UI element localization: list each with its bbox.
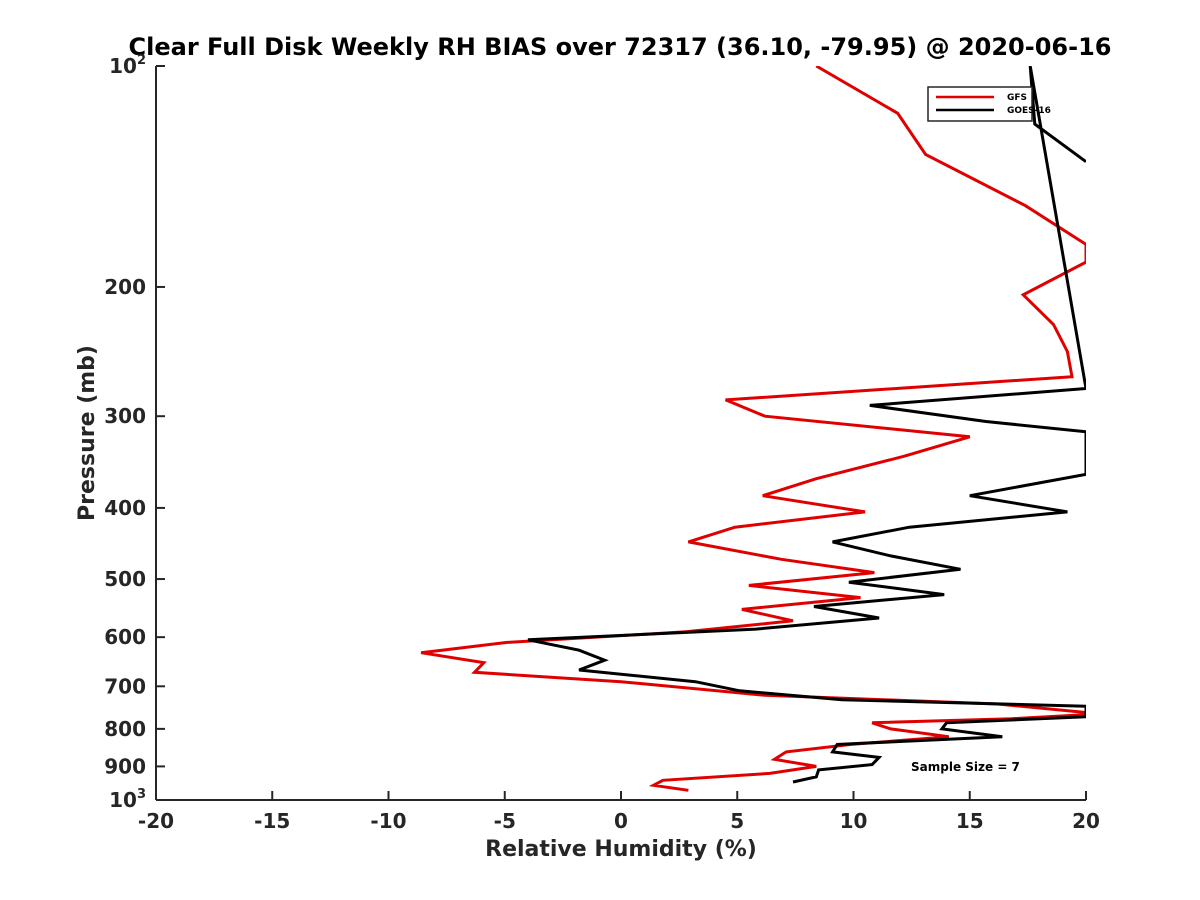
y-tick-label-base: 500 [104,567,146,591]
x-tick-label: 10 [840,809,868,833]
x-axis-ticks: -20 -15 -10 -5 0 5 10 15 20 [138,791,1100,833]
x-axis-label: Relative Humidity (%) [485,837,757,862]
x-tick-label: -5 [494,809,516,833]
sample-size-annotation: Sample Size = 7 [911,760,1020,774]
y-tick-label: 900 [104,754,146,778]
y-tick-label-base: 900 [104,754,146,778]
series-layer [420,66,1086,792]
y-tick-label: 400 [104,496,146,520]
y-axis-label: Pressure (mb) [75,345,100,521]
y-tick-label-base: 700 [104,674,146,698]
y-tick-label: 103 [109,787,146,812]
x-tick-label: -15 [254,809,290,833]
y-tick-label: 700 [104,674,146,698]
legend: GFS GOES-16 [927,86,1051,122]
series-line-goes-16 [527,66,1086,784]
y-tick-label-base: 400 [104,496,146,520]
y-tick-label: 300 [104,404,146,428]
y-tick-label: 800 [104,717,146,741]
x-tick-label: 5 [730,809,744,833]
y-tick-label-base: 10 [109,54,137,78]
y-tick-label-base: 300 [104,404,146,428]
y-tick-label: 102 [109,53,146,78]
legend-label: GFS [1007,93,1027,103]
legend-label: GOES-16 [1007,106,1051,116]
x-tick-label: 0 [614,809,628,833]
x-tick-label: -20 [138,809,174,833]
x-tick-label: 15 [956,809,984,833]
y-tick-label-base: 600 [104,625,146,649]
x-tick-label: 20 [1072,809,1100,833]
y-tick-label-exponent: 2 [137,53,146,68]
y-tick-label-base: 10 [109,788,137,812]
x-tick-label: -10 [370,809,406,833]
y-tick-label-base: 800 [104,717,146,741]
y-tick-label: 500 [104,567,146,591]
y-tick-label: 600 [104,625,146,649]
chart-title: Clear Full Disk Weekly RH BIAS over 7231… [129,33,1112,61]
y-tick-label: 200 [104,275,146,299]
y-tick-label-exponent: 3 [137,787,146,802]
legend-box [927,86,1033,122]
y-tick-label-base: 200 [104,275,146,299]
